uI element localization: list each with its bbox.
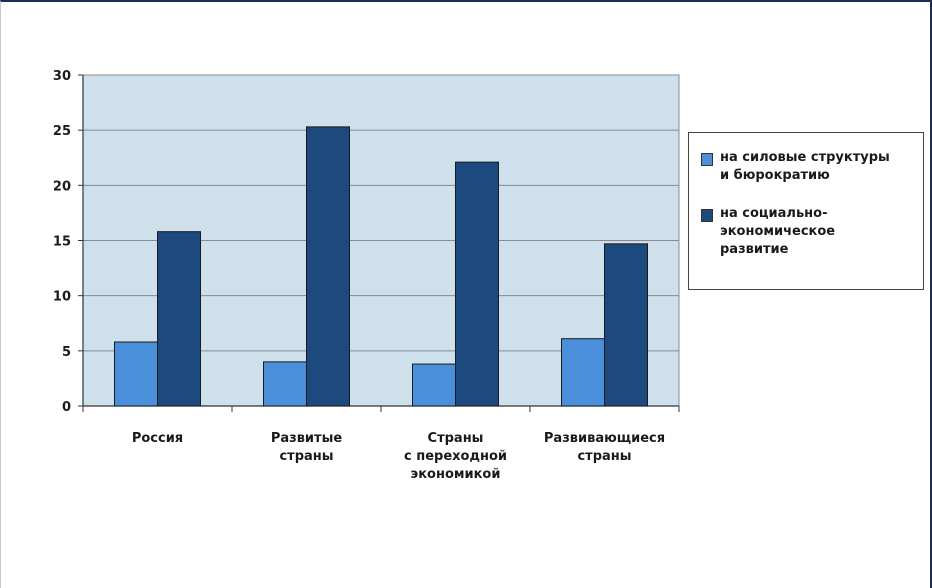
bar [306,126,350,407]
legend-item-security: на силовые структуры и бюрократию [701,149,915,185]
bar [114,341,158,407]
x-category-label: Страны [428,431,484,446]
y-tick-label: 30 [53,69,71,84]
bar [561,338,605,407]
x-category-label: Россия [132,431,183,446]
y-tick-label: 25 [53,124,71,139]
y-tick-label: 5 [62,345,71,360]
legend-item-social: на социально- экономическое развитие [701,205,915,259]
y-tick-label: 10 [53,290,71,305]
bar [412,363,456,407]
legend-swatch-social [701,209,713,222]
bar [157,231,201,407]
legend-label-security: на силовые структуры и бюрократию [720,149,910,185]
x-category-label: экономикой [411,467,501,482]
y-tick-label: 20 [53,179,71,194]
legend-swatch-security [701,153,713,166]
bar [455,161,499,407]
chart-legend: на силовые структуры и бюрократию на соц… [688,132,924,290]
bar [604,243,648,407]
x-category-label: страны [577,449,631,464]
y-tick-label: 15 [53,235,71,250]
y-tick-label: 0 [62,400,71,415]
x-category-label: страны [279,449,333,464]
x-category-label: Развивающиеся [544,431,665,446]
x-category-label: Развитые [271,431,342,446]
legend-line: развитие [720,242,789,257]
legend-line: и бюрократию [720,168,830,183]
legend-line: на силовые структуры [720,150,890,165]
legend-line: экономическое [720,224,836,239]
legend-label-social: на социально- экономическое развитие [720,205,910,259]
x-category-label: с переходной [404,449,507,464]
legend-line: на социально- [720,206,828,221]
bar [263,361,307,407]
